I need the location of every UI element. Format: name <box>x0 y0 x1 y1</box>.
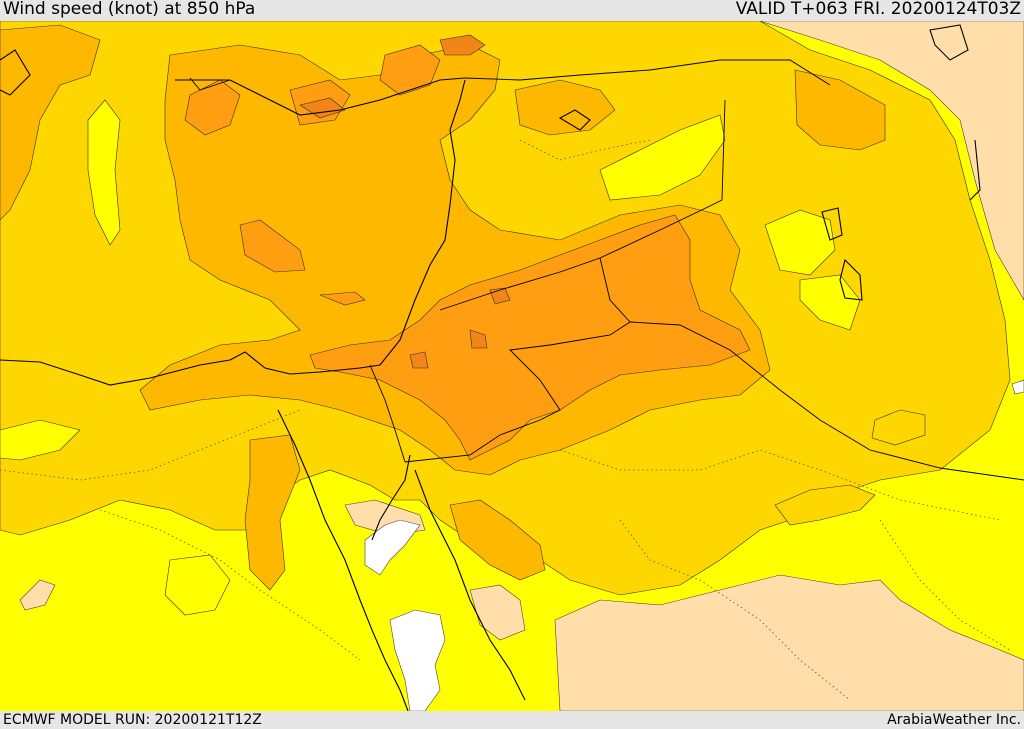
header-bar: Wind speed (knot) at 850 hPa VALID T+063… <box>0 0 1024 21</box>
country-borders <box>189 59 1024 481</box>
coastlines <box>0 24 981 711</box>
wind-level-1-pockets <box>0 99 861 616</box>
footer-bar: ECMWF MODEL RUN: 20200121T12Z ArabiaWeat… <box>0 711 1024 729</box>
province-borders <box>0 139 1011 701</box>
valid-time: VALID T+063 FRI. 20200124T03Z <box>735 0 1021 19</box>
wind-level-4 <box>184 44 751 461</box>
model-run: ECMWF MODEL RUN: 20200121T12Z <box>3 712 262 728</box>
map-title: Wind speed (knot) at 850 hPa <box>3 0 256 19</box>
wind-speed-map[interactable] <box>0 21 1024 711</box>
credit: ArabiaWeather Inc. <box>887 712 1021 728</box>
